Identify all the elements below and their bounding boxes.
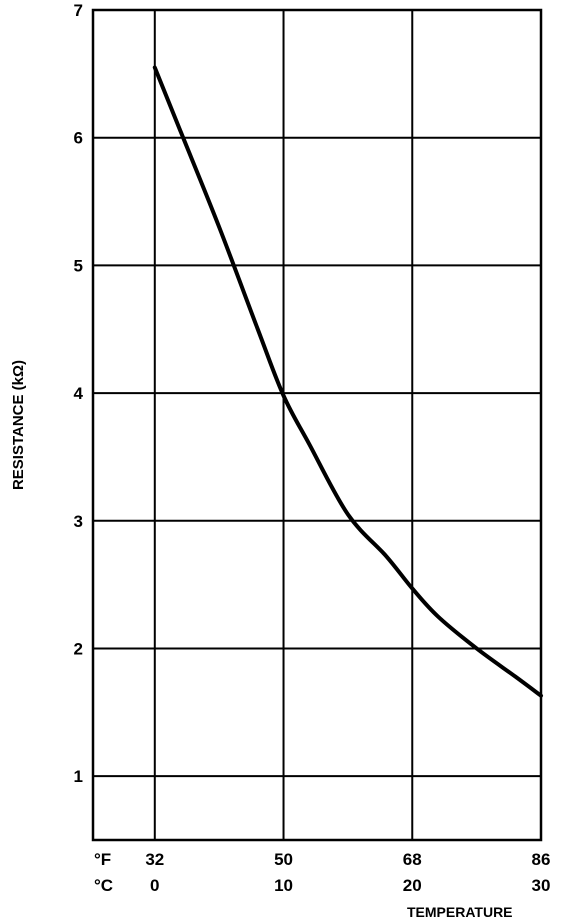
x-tick-labels: 32 0 50 10 68 20 86 30 xyxy=(145,850,550,895)
plot-frame xyxy=(91,8,543,842)
curve-layer xyxy=(152,65,543,698)
series-line-0 xyxy=(152,65,543,698)
x-tick-label-f-32: 32 xyxy=(145,850,164,869)
y-tick-label-5: 5 xyxy=(74,256,83,275)
y-tick-label-6: 6 xyxy=(74,129,83,148)
x-tick-label-f-50: 50 xyxy=(274,850,293,869)
grid-lines xyxy=(93,9,542,840)
x-tick-label-c-30: 30 xyxy=(532,876,551,895)
x-unit-label-fahrenheit: °F xyxy=(94,850,111,869)
x-tick-label-f-86: 86 xyxy=(532,850,551,869)
x-tick-label-c-0: 0 xyxy=(150,876,159,895)
x-axis-label: TEMPERATURE xyxy=(407,904,513,920)
y-axis-label: RESISTANCE (kΩ) xyxy=(10,360,27,490)
x-unit-label-celsius: °C xyxy=(94,876,113,895)
y-tick-labels: 1 2 3 4 5 6 7 xyxy=(74,1,84,786)
x-tick-label-c-20: 20 xyxy=(403,876,422,895)
y-tick-label-3: 3 xyxy=(74,512,83,531)
x-tick-label-f-68: 68 xyxy=(403,850,422,869)
y-tick-label-2: 2 xyxy=(74,639,83,658)
x-tick-label-c-10: 10 xyxy=(274,876,293,895)
y-tick-label-7: 7 xyxy=(74,1,83,20)
y-tick-label-4: 4 xyxy=(74,384,84,403)
y-tick-label-1: 1 xyxy=(74,767,83,786)
